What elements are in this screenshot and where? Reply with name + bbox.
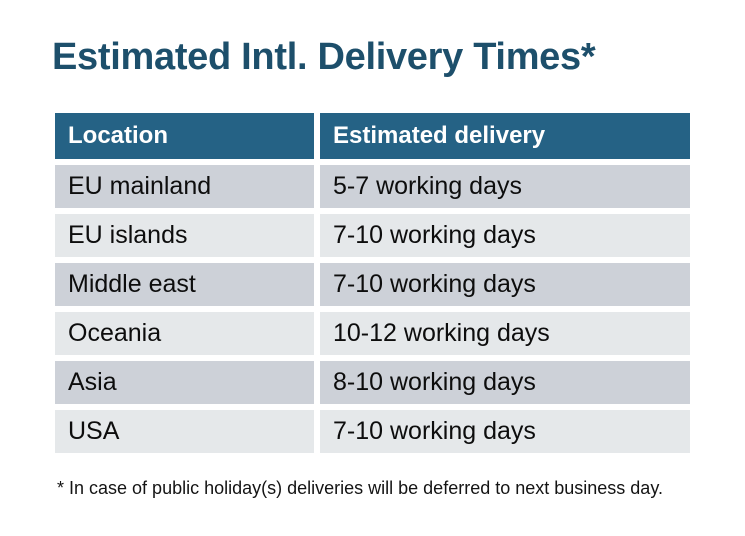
table-cell-location: Oceania (55, 312, 314, 355)
table-cell-delivery: 5-7 working days (320, 165, 690, 208)
column-header-estimated-delivery: Estimated delivery (320, 113, 690, 159)
table-cell-delivery: 8-10 working days (320, 361, 690, 404)
table-cell-location: USA (55, 410, 314, 453)
table-cell-delivery: 7-10 working days (320, 410, 690, 453)
table-cell-location: EU islands (55, 214, 314, 257)
footnote: * In case of public holiday(s) deliverie… (57, 478, 663, 498)
table-cell-location: Asia (55, 361, 314, 404)
table-cell-delivery: 7-10 working days (320, 214, 690, 257)
column-header-location: Location (55, 113, 314, 159)
table-cell-location: Middle east (55, 263, 314, 306)
page-title: Estimated Intl. Delivery Times* (52, 36, 596, 78)
delivery-times-table: Location Estimated delivery EU mainland 5… (55, 113, 690, 453)
table-cell-location: EU mainland (55, 165, 314, 208)
table-cell-delivery: 10-12 working days (320, 312, 690, 355)
table-cell-delivery: 7-10 working days (320, 263, 690, 306)
